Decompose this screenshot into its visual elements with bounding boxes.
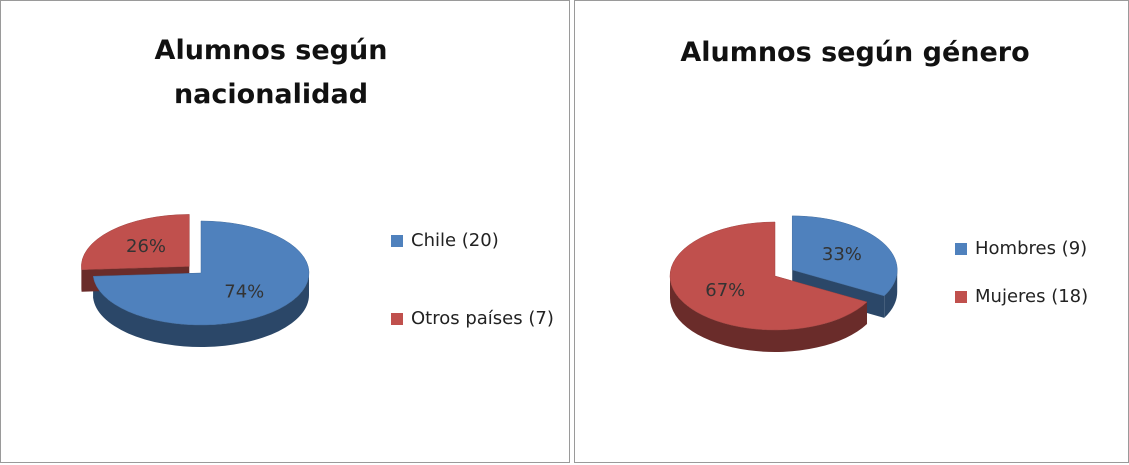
pie-slice [791,215,898,297]
pie-slice [81,214,190,270]
legend-label: Mujeres (18) [975,286,1089,307]
chart-title: Alumnos según género [680,37,1030,68]
legend-swatch [955,291,967,303]
slice-side [93,273,310,348]
chart-panel: 74% 26% Alumnos según nacionalidad Chile … [0,0,570,463]
data-label: 26% [126,236,166,257]
chart: 33% 67% [669,215,898,353]
chart-panel: 33% 67% Alumnos según género Hombres (9) M… [574,0,1129,463]
data-label: 74% [224,282,264,303]
legend-swatch [391,235,403,247]
chart-title: Alumnos según nacionalidad [154,35,388,110]
pie-slice [92,220,310,326]
legend-label: Otros países (7) [411,308,554,329]
slice-side [884,269,898,318]
slice-side [670,276,868,353]
legend-item: Hombres (9) [955,236,1129,262]
data-label: 33% [822,244,862,265]
chart: 74% 26% [81,214,310,348]
legend-label: Hombres (9) [975,238,1088,259]
pie-slice [669,221,868,331]
legend-swatch [955,243,967,255]
legend-item: Otros países (7) [391,306,571,332]
legend-item: Mujeres (18) [955,284,1129,310]
legend-label: Chile (20) [411,230,499,251]
data-label: 67% [705,280,745,301]
legend-item: Chile (20) [391,228,571,254]
legend-swatch [391,313,403,325]
